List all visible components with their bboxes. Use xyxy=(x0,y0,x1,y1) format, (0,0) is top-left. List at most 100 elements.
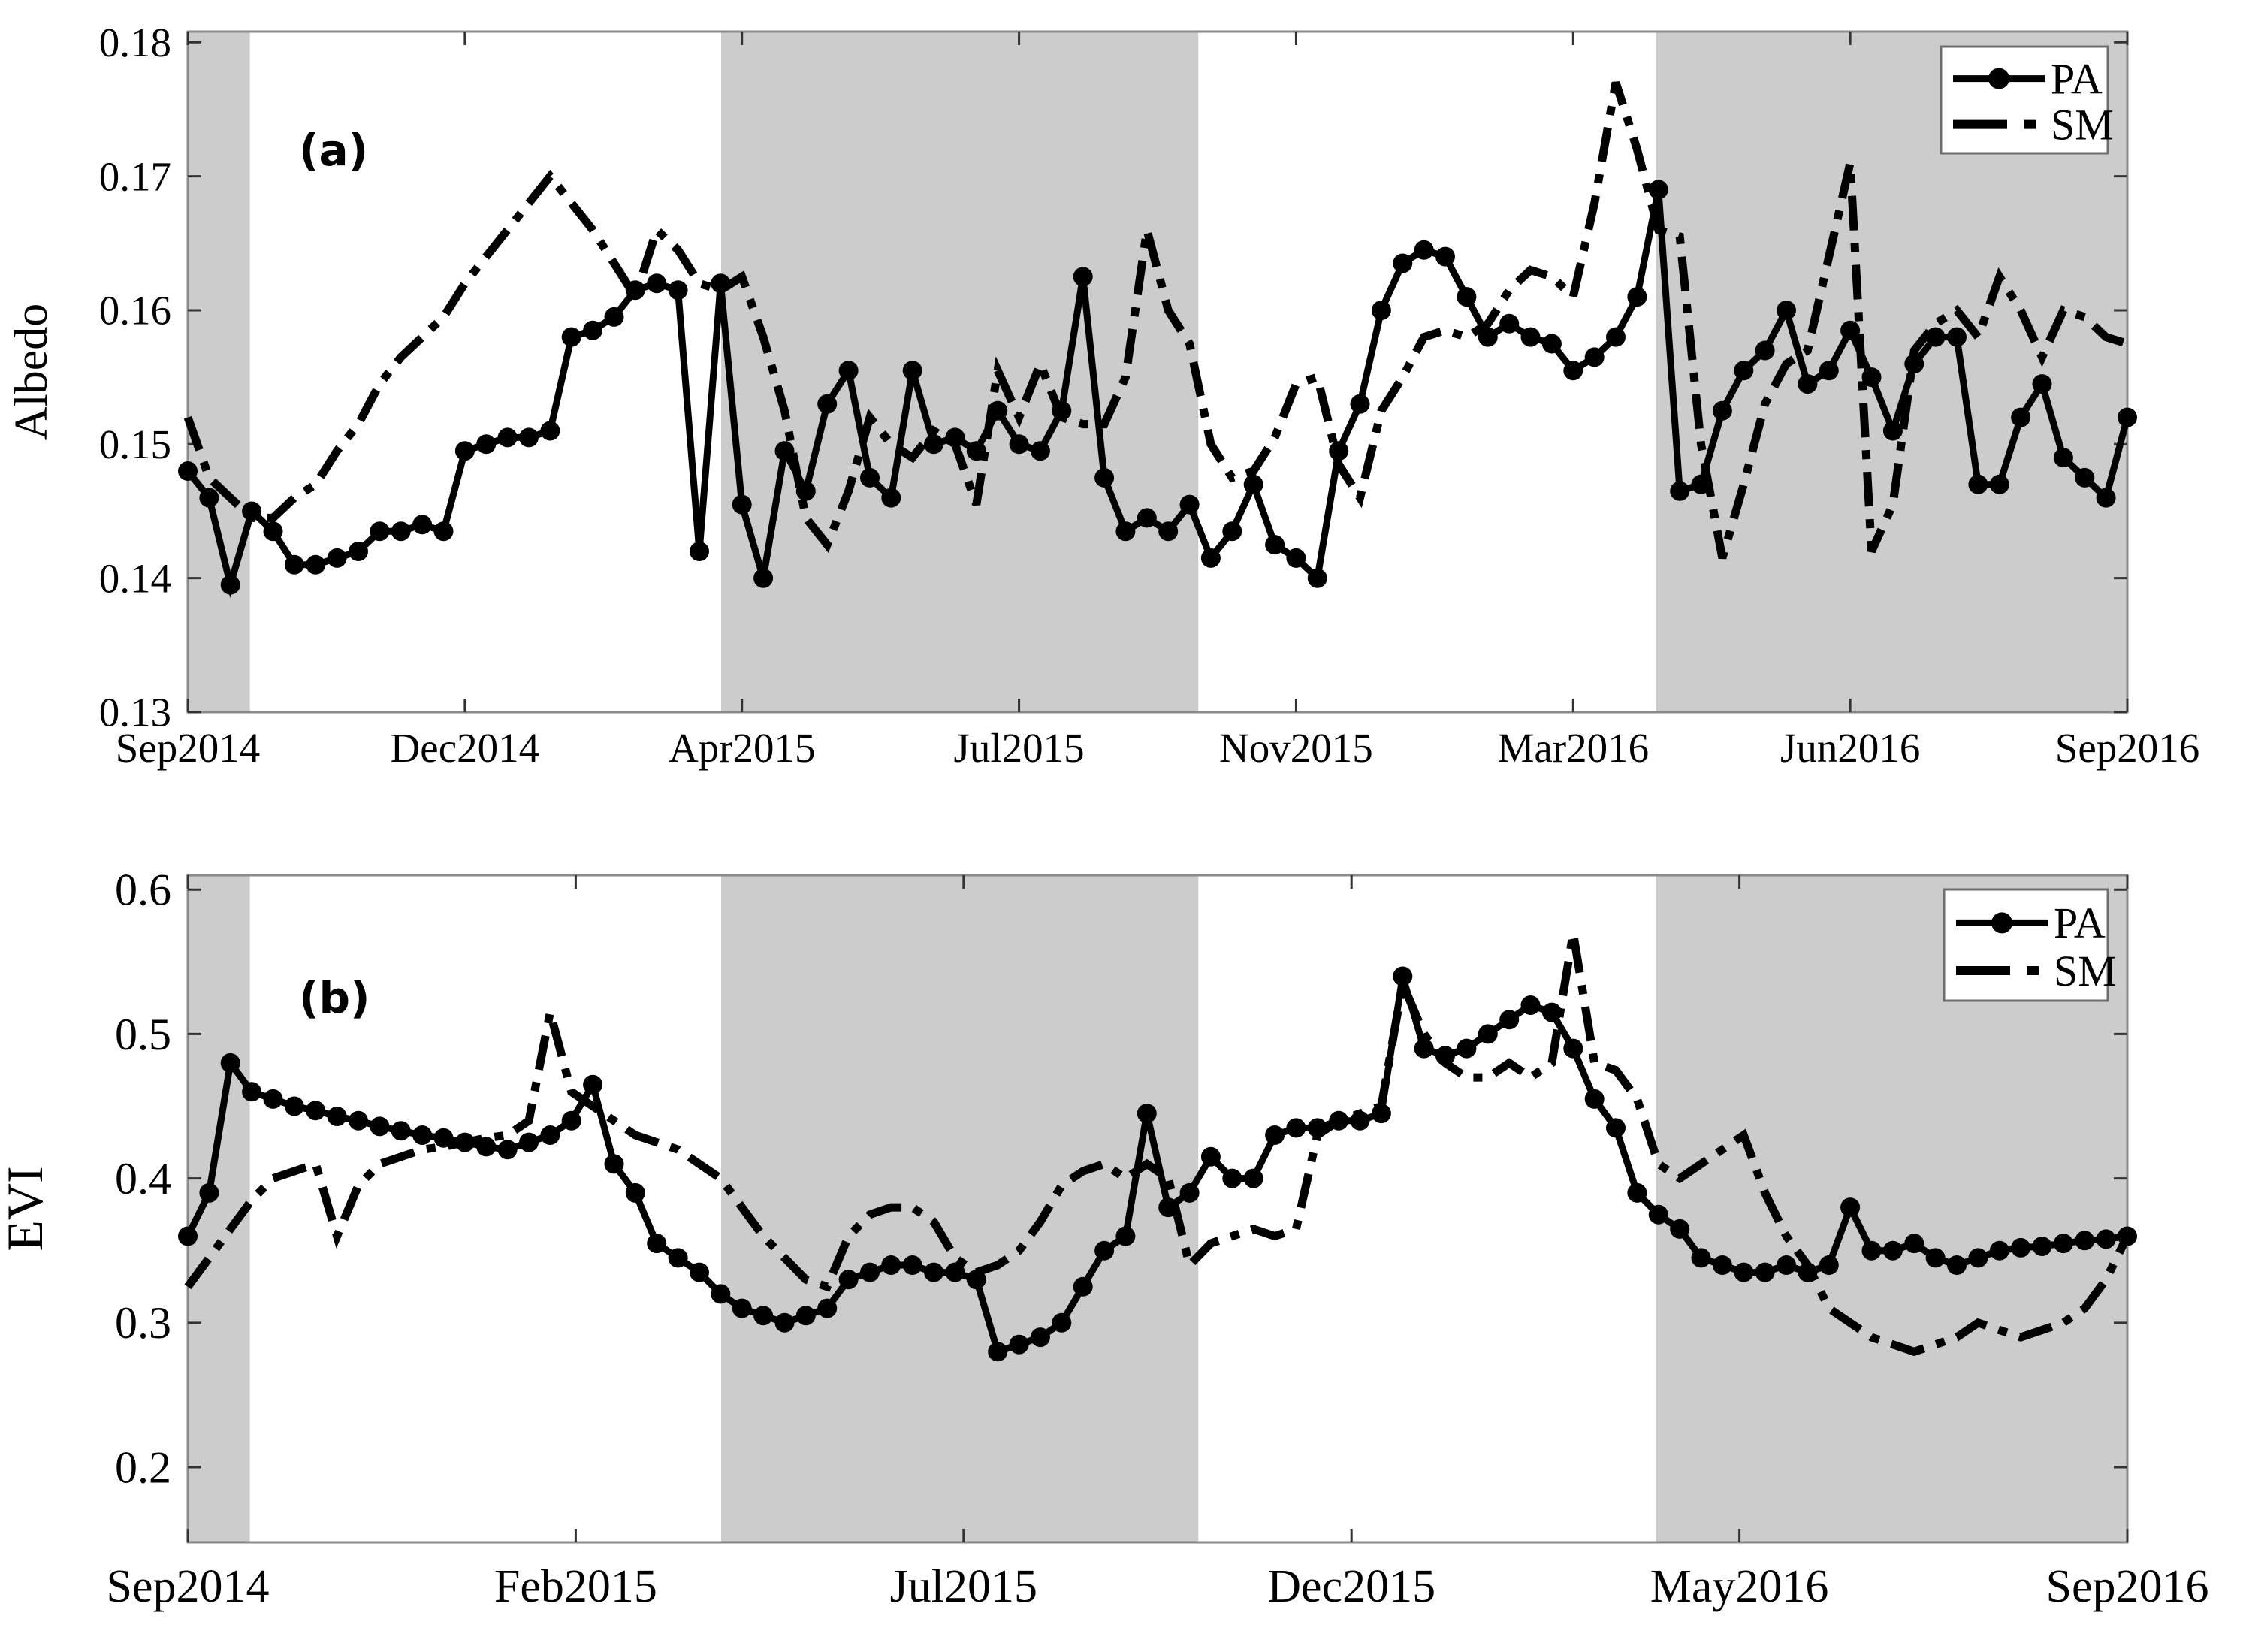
pa-marker xyxy=(1200,1146,1221,1167)
pa-marker xyxy=(391,1121,411,1141)
pa-marker xyxy=(1073,1276,1093,1297)
pa-marker xyxy=(1137,1104,1157,1124)
pa-marker xyxy=(860,467,880,488)
pa-marker xyxy=(327,1107,347,1126)
pa-marker xyxy=(1861,1240,1882,1261)
pa-marker xyxy=(284,1096,304,1116)
pa-marker xyxy=(1777,1255,1796,1275)
x-tick-label: Dec2015 xyxy=(1267,1561,1435,1612)
pa-marker xyxy=(625,1182,645,1203)
pa-marker xyxy=(1179,494,1200,515)
pa-marker xyxy=(1009,434,1029,455)
pa-marker xyxy=(476,434,497,455)
pa-marker xyxy=(1265,1125,1285,1145)
y-tick-label: 0.6 xyxy=(115,865,171,915)
pa-marker xyxy=(1627,1182,1647,1203)
pa-marker xyxy=(1584,1089,1605,1109)
pa-marker xyxy=(220,1053,240,1073)
pa-marker xyxy=(1520,327,1541,347)
pa-marker xyxy=(1286,1118,1306,1138)
pa-marker xyxy=(1115,1226,1136,1246)
legend-box xyxy=(1943,888,2109,1002)
pa-marker xyxy=(349,542,368,561)
pa-marker xyxy=(2011,407,2031,427)
pa-marker xyxy=(1371,301,1391,320)
pa-marker xyxy=(412,1125,433,1145)
pa-marker xyxy=(1115,521,1136,542)
pa-marker xyxy=(220,575,240,595)
pa-marker xyxy=(2096,488,2116,508)
pa-marker xyxy=(2075,467,2095,488)
y-tick-label: 0.13 xyxy=(99,690,171,735)
pa-marker xyxy=(284,554,304,575)
pa-marker xyxy=(178,1226,198,1246)
pa-marker xyxy=(817,1298,838,1318)
pa-marker xyxy=(1520,995,1541,1015)
pa-marker xyxy=(902,361,922,381)
pa-marker xyxy=(668,1248,688,1268)
pa-marker xyxy=(1307,568,1327,588)
pa-marker xyxy=(647,273,667,294)
pa-marker xyxy=(1286,548,1306,568)
pa-marker xyxy=(1840,1197,1861,1218)
pa-marker xyxy=(881,488,901,508)
pa-marker xyxy=(647,1234,667,1254)
pa-marker xyxy=(668,280,688,301)
pa-marker xyxy=(1648,1204,1668,1225)
panel-label: (b) xyxy=(299,972,370,1023)
legend-label-pa: PA xyxy=(2051,54,2103,103)
pa-marker xyxy=(1499,313,1520,334)
pa-marker xyxy=(2032,1237,2052,1256)
pa-marker xyxy=(1457,287,1477,307)
pa-marker xyxy=(242,1082,262,1102)
y-tick-label: 0.17 xyxy=(99,153,171,199)
pa-marker xyxy=(497,1140,518,1160)
pa-marker xyxy=(519,1132,539,1152)
pa-marker xyxy=(199,488,219,508)
shaded-season-band xyxy=(721,32,1199,712)
pa-marker xyxy=(1499,1010,1520,1030)
pa-marker xyxy=(1137,508,1157,528)
y-axis-label: Albedo xyxy=(6,304,57,441)
pa-marker xyxy=(327,548,347,568)
pa-marker xyxy=(1393,253,1413,273)
pa-marker xyxy=(1712,400,1732,421)
y-tick-label: 0.16 xyxy=(99,288,171,334)
pa-marker xyxy=(306,554,326,575)
legend-box xyxy=(1940,45,2109,155)
pa-marker xyxy=(1755,340,1775,361)
x-tick-label: Apr2015 xyxy=(669,725,816,771)
pa-marker xyxy=(817,394,838,414)
pa-marker xyxy=(1414,1038,1434,1059)
pa-marker xyxy=(1052,1312,1072,1333)
panel-b: Sep2014 Feb2015 Jul2015 Dec2015 May2016 Sep20… xyxy=(0,865,2209,1612)
pa-marker xyxy=(2075,1231,2095,1251)
pa-marker xyxy=(1478,1024,1498,1044)
y-tick-label: 0.4 xyxy=(115,1154,171,1204)
pa-marker xyxy=(1243,474,1263,494)
pa-marker xyxy=(1009,1334,1029,1355)
pa-marker xyxy=(2053,1234,2073,1254)
pa-marker xyxy=(604,1154,624,1174)
pa-marker xyxy=(1734,361,1754,381)
pa-marker xyxy=(1777,301,1796,320)
pa-marker xyxy=(1925,327,1946,347)
pa-marker xyxy=(1222,1168,1242,1188)
y-tick-label: 0.14 xyxy=(99,555,171,601)
x-tick-label: Sep2014 xyxy=(107,1561,270,1612)
pa-marker xyxy=(370,1116,390,1137)
x-tick-label: Mar2016 xyxy=(1497,725,1649,771)
pa-marker xyxy=(1030,1327,1050,1348)
pa-marker xyxy=(583,320,603,340)
y-tick-label: 0.15 xyxy=(99,421,171,467)
pa-marker xyxy=(1882,1240,1903,1261)
pa-marker xyxy=(1755,1262,1775,1282)
pa-marker xyxy=(732,494,752,515)
pa-marker xyxy=(349,1110,368,1131)
pa-marker xyxy=(1968,1248,1988,1268)
sm-series-line xyxy=(184,932,2131,1357)
x-tick-label: Sep2016 xyxy=(2046,1561,2209,1612)
pa-marker xyxy=(753,568,774,588)
pa-marker xyxy=(306,1101,326,1121)
